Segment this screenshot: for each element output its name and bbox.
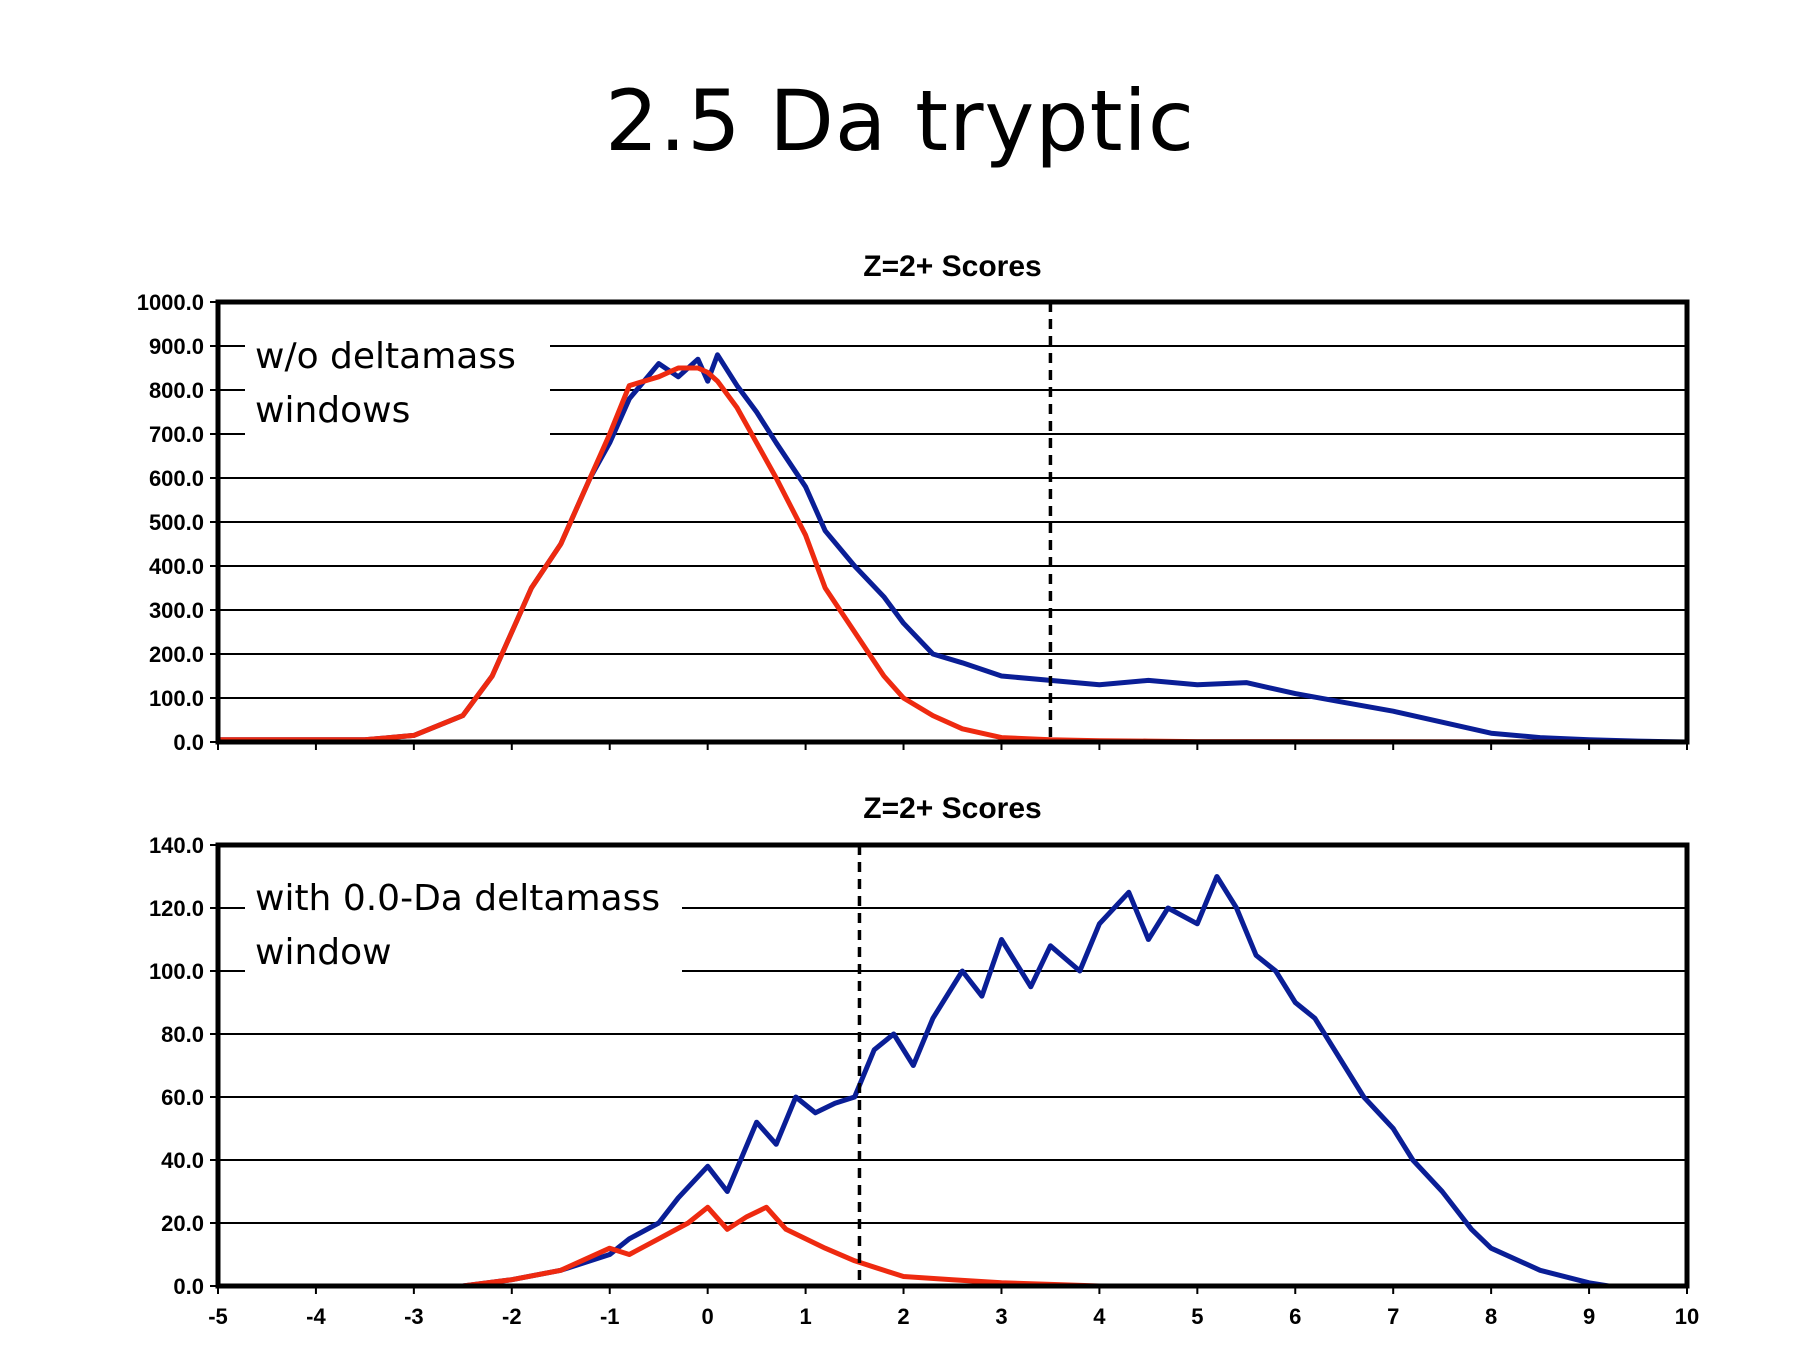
chart-2: Z=2+ Scores 0.0 20.0 40.0 60.0 80.0 100.0 120.0… bbox=[149, 792, 1699, 1329]
annotation-line: window bbox=[255, 932, 392, 973]
y-tick-label: 500.0 bbox=[149, 510, 204, 535]
y-tick-label: 800.0 bbox=[149, 378, 204, 403]
x-tick-label: 4 bbox=[1093, 1304, 1106, 1329]
y-tick-label: 0.0 bbox=[173, 1274, 204, 1299]
y-tick-label: 0.0 bbox=[173, 730, 204, 755]
annotation-line: windows bbox=[255, 390, 410, 431]
y-tick-label: 700.0 bbox=[149, 422, 204, 447]
x-tick-label: 0 bbox=[702, 1304, 714, 1329]
x-tick-label: 8 bbox=[1485, 1304, 1497, 1329]
chart-title: Z=2+ Scores bbox=[863, 250, 1041, 283]
x-tick-label: -3 bbox=[404, 1304, 424, 1329]
x-tick-label: -4 bbox=[306, 1304, 326, 1329]
x-tick-label: 6 bbox=[1289, 1304, 1301, 1329]
x-tick-label: 1 bbox=[799, 1304, 811, 1329]
plot-frame bbox=[215, 842, 1690, 1289]
series-line-1 bbox=[215, 874, 1690, 1289]
y-tick-label: 200.0 bbox=[149, 642, 204, 667]
plot-frame bbox=[215, 299, 1690, 745]
x-tick-label: 9 bbox=[1583, 1304, 1595, 1329]
y-tick-label: 40.0 bbox=[161, 1148, 204, 1173]
annotation-background bbox=[245, 868, 682, 986]
x-tick-label: -5 bbox=[208, 1304, 228, 1329]
y-tick-label: 100.0 bbox=[149, 686, 204, 711]
y-tick-label: 80.0 bbox=[161, 1022, 204, 1047]
annotation-line: w/o deltamass bbox=[255, 336, 516, 377]
y-tick-label: 600.0 bbox=[149, 466, 204, 491]
y-tick-label: 400.0 bbox=[149, 554, 204, 579]
y-tick-label: 60.0 bbox=[161, 1085, 204, 1110]
x-tick-label: 3 bbox=[995, 1304, 1007, 1329]
slide-title: 2.5 Da tryptic bbox=[604, 72, 1196, 170]
x-tick-label: -2 bbox=[502, 1304, 522, 1329]
y-tick-label: 140.0 bbox=[149, 833, 204, 858]
chart-1: Z=2+ Scores 0.0 100.0 200.0 300.0 400.0 500.0 6… bbox=[137, 250, 1690, 755]
annotation-background bbox=[245, 326, 550, 444]
x-tick-label: 2 bbox=[897, 1304, 909, 1329]
x-tick-label: 7 bbox=[1387, 1304, 1399, 1329]
y-tick-label: 120.0 bbox=[149, 896, 204, 921]
y-tick-label: 20.0 bbox=[161, 1211, 204, 1236]
series-line-2 bbox=[215, 1204, 1690, 1289]
x-tick-label: 5 bbox=[1191, 1304, 1203, 1329]
chart-annotation: with 0.0-Da deltamass window bbox=[255, 878, 660, 973]
chart-annotation: w/o deltamass windows bbox=[255, 336, 516, 431]
chart-title: Z=2+ Scores bbox=[863, 792, 1041, 825]
x-tick-label: 10 bbox=[1675, 1304, 1699, 1329]
y-tick-label: 1000.0 bbox=[137, 290, 204, 315]
y-tick-label: 100.0 bbox=[149, 959, 204, 984]
series-line-2 bbox=[215, 365, 1690, 745]
annotation-line: with 0.0-Da deltamass bbox=[255, 878, 660, 919]
x-tick-label: -1 bbox=[600, 1304, 620, 1329]
y-tick-label: 900.0 bbox=[149, 334, 204, 359]
y-tick-label: 300.0 bbox=[149, 598, 204, 623]
